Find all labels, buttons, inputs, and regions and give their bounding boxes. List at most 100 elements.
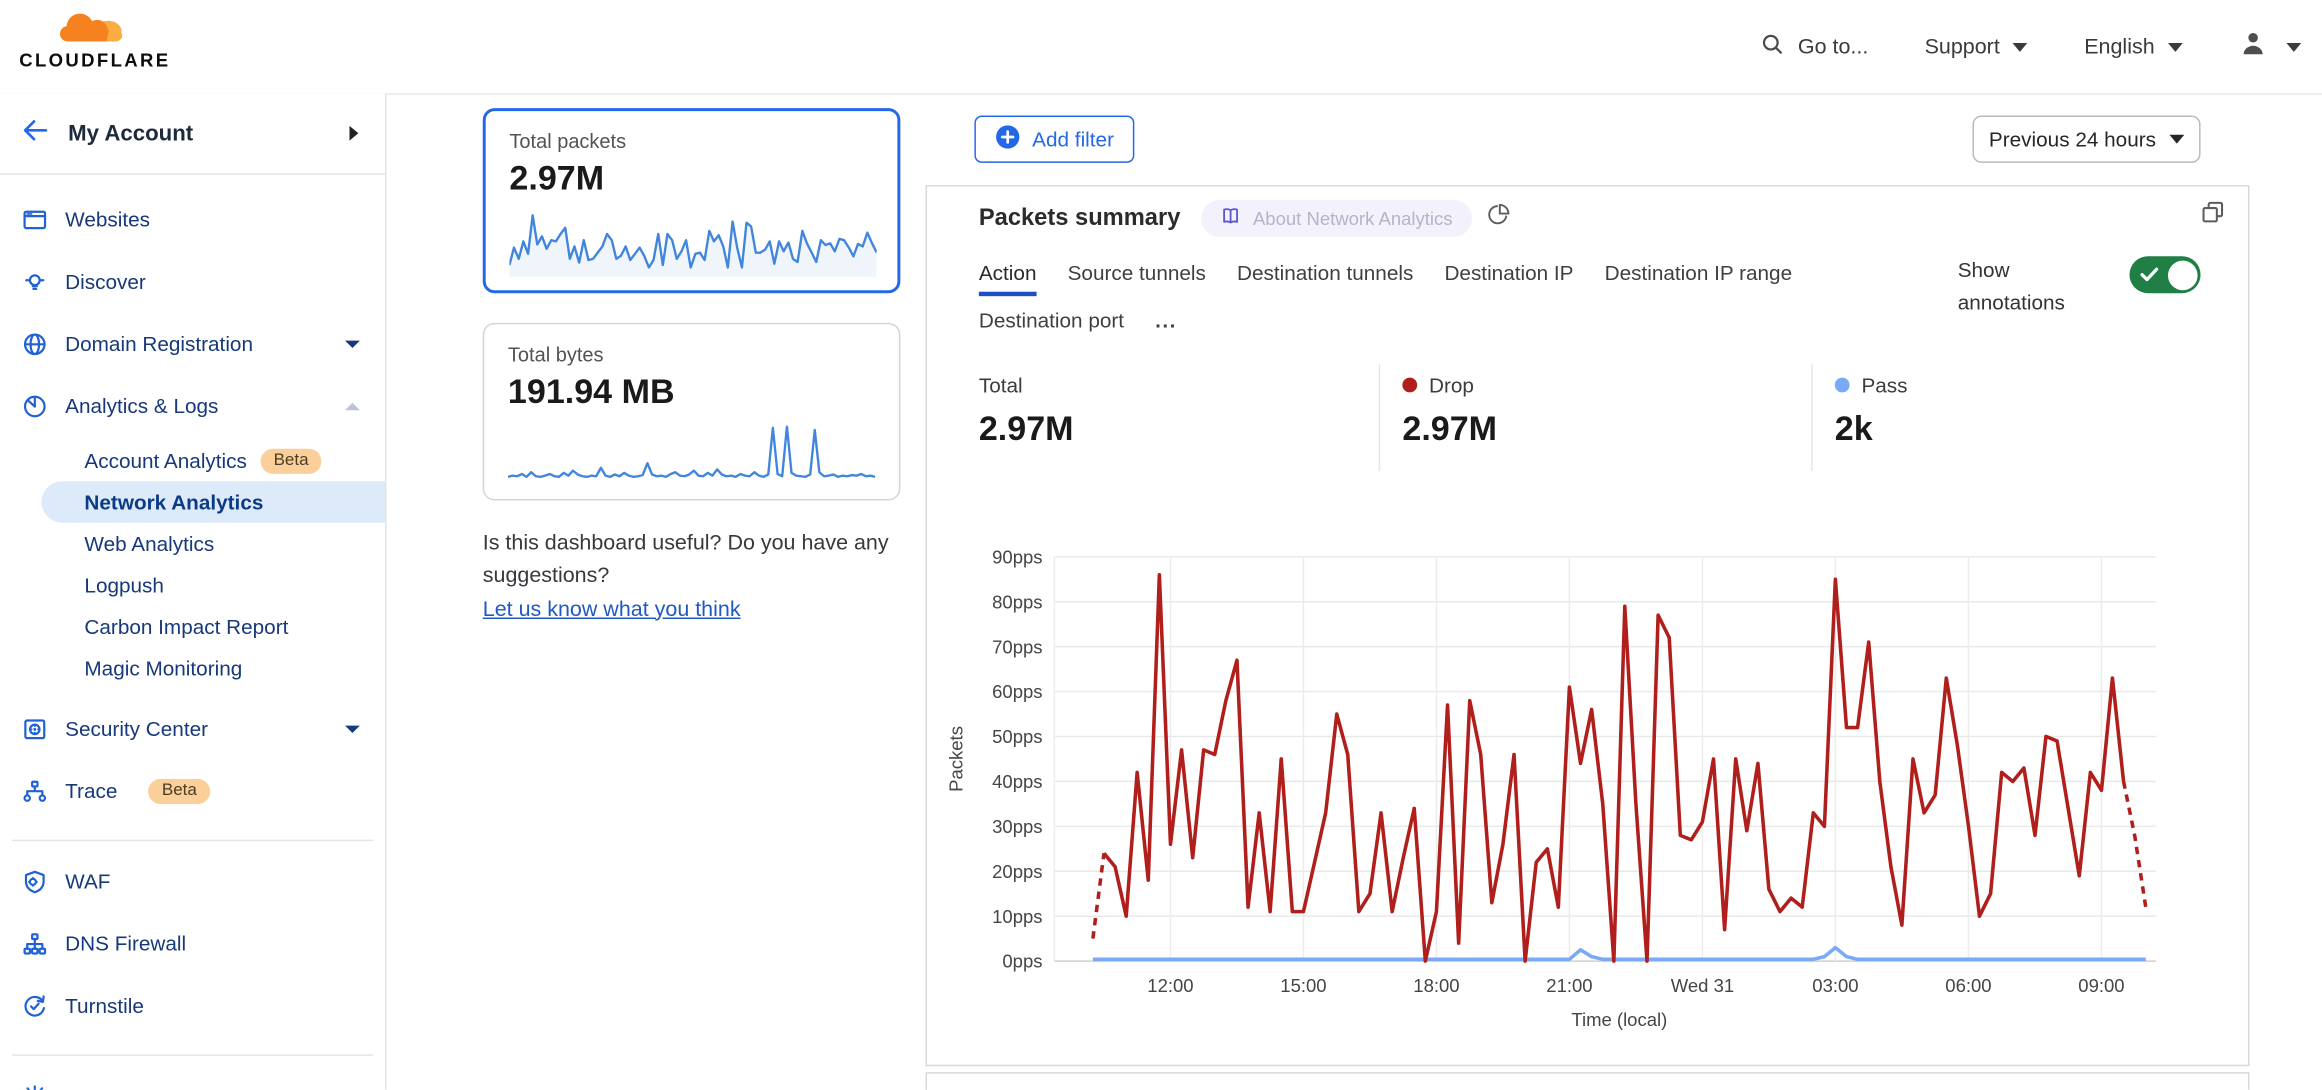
y-tick-label: 10pps [992,906,1042,927]
about-network-analytics-badge[interactable]: About Network Analytics [1201,199,1472,237]
x-axis-title: Time (local) [1571,1009,1667,1030]
network-burst-icon [22,1083,47,1090]
sidebar-item-label: Domain Registration [65,331,253,356]
sidebar-item-discover[interactable]: Discover [0,259,385,303]
feedback-block: Is this dashboard useful? Do you have an… [483,529,927,627]
time-range-dropdown[interactable]: Previous 24 hours [1972,115,2201,163]
beta-badge: Beta [148,778,211,804]
x-tick-label: 06:00 [1945,975,1991,996]
chevron-up-icon [345,402,360,410]
tab-source-tunnels[interactable]: Source tunnels [1067,260,1206,285]
goto-search[interactable]: Go to... [1761,32,1868,62]
book-icon [1220,206,1241,231]
stat-divider [1378,364,1381,471]
total-packets-card[interactable]: Total packets 2.97M [482,108,901,294]
sidebar-item-label: Trace [65,778,118,803]
x-tick-label: 09:00 [2078,975,2124,996]
cloudflare-cloud-icon [59,13,127,52]
show-annotations-toggle[interactable] [2129,256,2201,294]
chevron-down-icon [345,724,360,733]
total-bytes-value: 191.94 MB [507,371,675,411]
tab-destination-port[interactable]: Destination port [978,308,1125,332]
data-freshness-pie-icon[interactable] [1487,203,1511,234]
support-menu[interactable]: Support [1924,34,2028,59]
stat-value: 2.97M [978,408,1074,448]
y-tick-label: 20pps [992,861,1042,882]
stat-drop: Drop 2.97M [1402,373,1497,449]
total-bytes-card[interactable]: Total bytes 191.94 MB [482,322,901,501]
next-panel-edge [925,1072,2250,1090]
sidebar-item-network-analytics[interactable]: Network Analytics [0,481,386,523]
sidebar-item-turnstile[interactable]: Turnstile [0,983,385,1027]
y-tick-label: 50pps [992,726,1042,747]
sidebar-item-account-analytics[interactable]: Account Analytics Beta [0,440,385,481]
stat-value: 2.97M [1402,408,1498,448]
language-menu[interactable]: English [2084,34,2183,59]
cloudflare-logo[interactable]: CLOUDFLARE [19,6,171,72]
sidebar-item-label: Discover [65,269,146,294]
sidebar-item-dns-firewall[interactable]: DNS Firewall [0,921,385,965]
chevron-down-icon [2169,134,2185,144]
x-tick-label: 18:00 [1413,975,1459,996]
account-row[interactable]: My Account [0,93,386,175]
stat-value: 2k [1834,408,1873,448]
chevron-down-icon [2286,42,2302,52]
tab-destination-ip[interactable]: Destination IP [1444,260,1574,285]
websites-icon [22,207,47,232]
feedback-text: Is this dashboard useful? Do you have an… [482,531,889,588]
add-filter-button[interactable]: Add filter [974,115,1135,163]
support-label: Support [1924,34,2000,59]
sidebar-item-waf[interactable]: WAF [0,859,385,903]
more-tabs-button[interactable]: ... [1155,308,1177,332]
sidebar-item-magic-monitoring[interactable]: Magic Monitoring [0,647,385,688]
tab-destination-ip-range[interactable]: Destination IP range [1604,260,1793,285]
tab-action[interactable]: Action [978,261,1036,297]
trace-icon [22,778,47,803]
breakdown-tabs: Action Source tunnels Destination tunnels D… [978,252,1942,344]
sidebar-item-logpush[interactable]: Logpush [0,564,385,605]
x-tick-label: 03:00 [1812,975,1858,996]
show-annotations-label: Show annotations [1957,257,2065,314]
account-menu[interactable] [2239,30,2302,64]
total-packets-sparkline [509,214,877,277]
y-tick-label: 90pps [992,546,1042,567]
y-tick-label: 30pps [992,816,1042,837]
back-arrow-icon[interactable] [22,118,49,149]
sidebar-item-label: Websites [65,207,151,232]
total-packets-title: Total packets [509,130,627,153]
sidebar-item-websites[interactable]: Websites [0,197,385,241]
sidebar-item-label: DNS Firewall [65,931,187,956]
sidebar-item-more[interactable] [0,1074,385,1090]
sidebar-divider [11,839,374,842]
sidebar-item-security-center[interactable]: Security Center [0,706,385,750]
feedback-link[interactable]: Let us know what you think [482,597,741,622]
chevron-right-icon [349,125,359,141]
panel-title: Packets summary [978,205,1181,231]
tab-destination-tunnels[interactable]: Destination tunnels [1237,260,1414,285]
plus-circle-icon [995,124,1020,154]
sidebar-item-analytics-logs[interactable]: Analytics & Logs [0,384,385,428]
sidebar-item-label: Security Center [65,716,209,741]
waf-icon [22,869,47,894]
stat-label: Total [978,373,1023,397]
sidebar-item-carbon-impact-report[interactable]: Carbon Impact Report [0,606,385,647]
y-axis-title: Packets [946,726,967,792]
sidebar-item-label: Network Analytics [84,490,264,514]
account-name: My Account [68,120,194,146]
total-bytes-sparkline [507,425,876,479]
sidebar-item-label: WAF [65,869,111,893]
time-range-label: Previous 24 hours [1988,127,2157,152]
sidebar-item-label: Turnstile [65,993,144,1018]
analytics-icon [22,393,47,418]
expand-panel-icon[interactable] [2199,198,2227,234]
chevron-down-icon [345,339,360,348]
x-tick-label: 21:00 [1546,975,1592,996]
language-label: English [2084,34,2155,59]
y-tick-label: 70pps [992,636,1042,657]
sidebar-item-web-analytics[interactable]: Web Analytics [0,523,385,564]
sidebar-item-domain-registration[interactable]: Domain Registration [0,321,385,365]
brand-wordmark: CLOUDFLARE [19,50,171,72]
sidebar-item-trace[interactable]: Trace Beta [0,769,385,813]
stat-label: Drop [1429,373,1474,397]
